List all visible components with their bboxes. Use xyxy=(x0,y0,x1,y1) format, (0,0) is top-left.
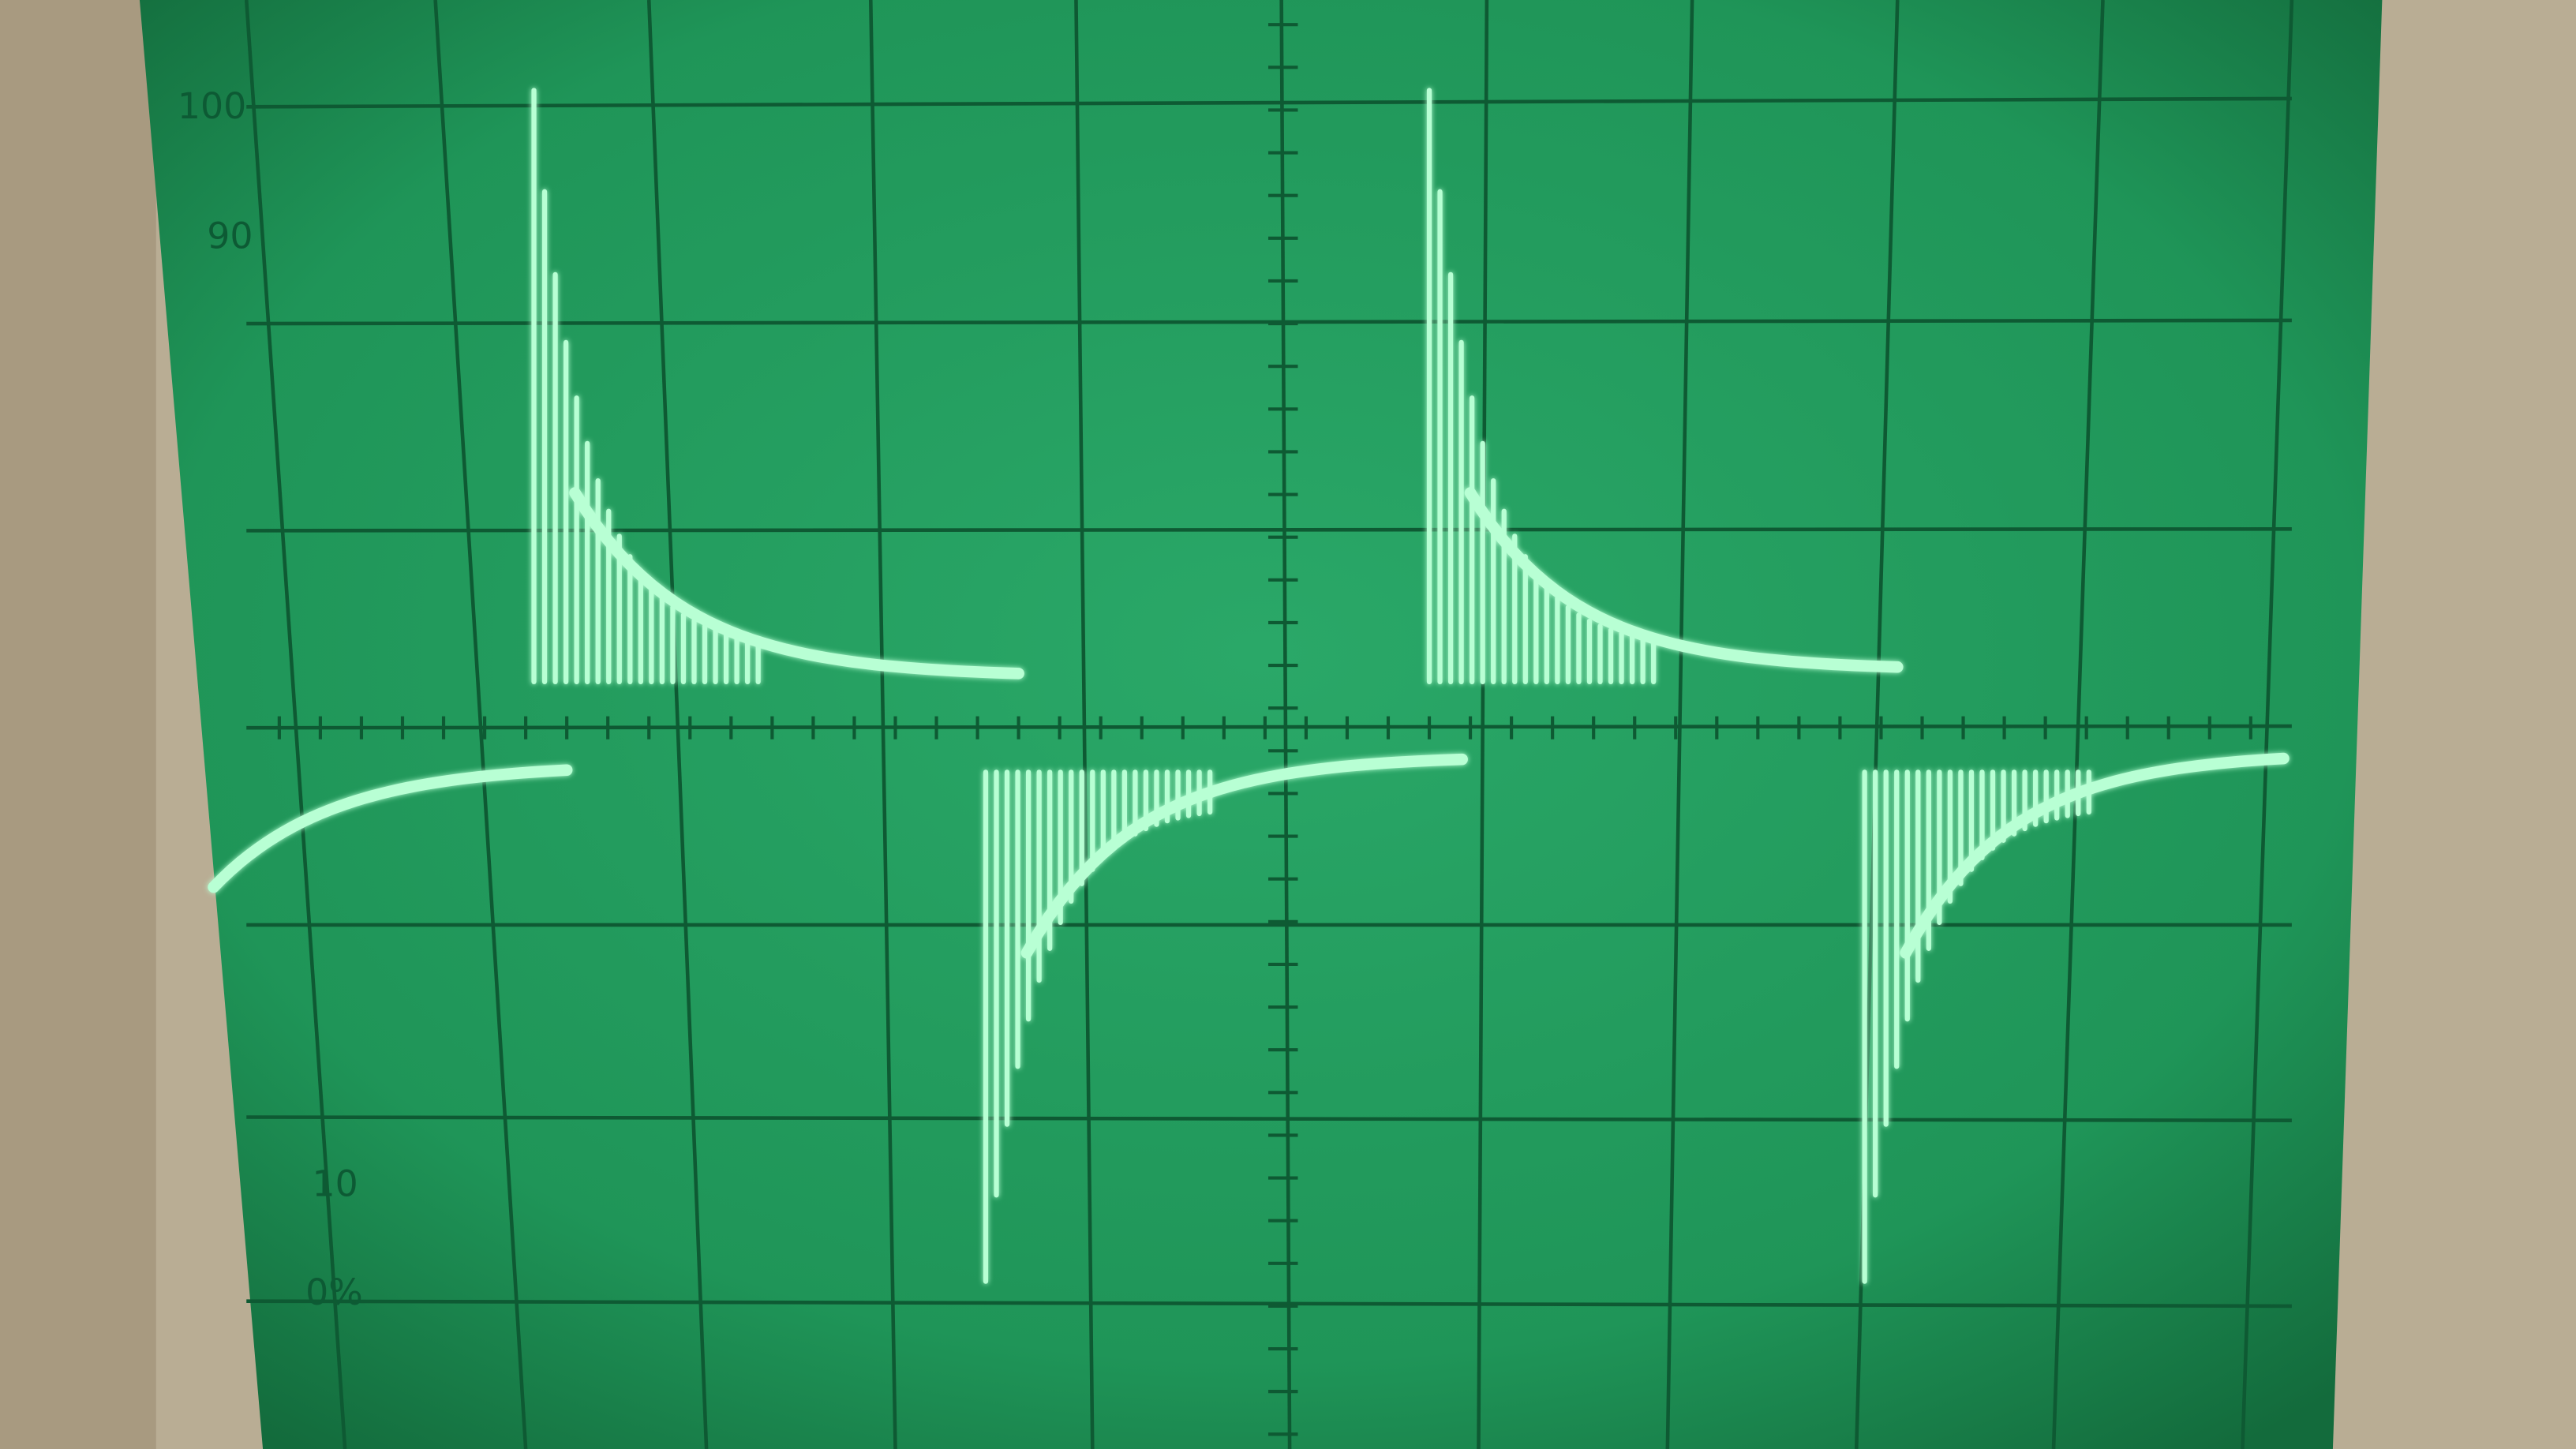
graticule-label: 10 xyxy=(313,1162,358,1204)
grid-line xyxy=(646,0,709,1449)
grid-line xyxy=(1665,0,1694,1449)
grid-line xyxy=(246,724,2292,730)
grid-line xyxy=(246,96,2292,109)
trace-line xyxy=(208,764,573,893)
grid-line xyxy=(2051,0,2105,1449)
graticule-label: 90 xyxy=(207,214,253,256)
trace-line xyxy=(1900,752,2290,959)
center-ticks xyxy=(277,23,2252,1436)
grid-line xyxy=(246,1115,2292,1122)
bezel-left xyxy=(0,0,156,1449)
screen xyxy=(139,0,2383,1449)
grid-line xyxy=(1279,0,1292,1449)
graticule-label: 100 xyxy=(178,84,246,127)
grid-line xyxy=(246,1299,2292,1309)
trace-line xyxy=(569,487,1024,680)
grid-line xyxy=(244,0,347,1449)
trace-line xyxy=(1020,753,1468,959)
grid-line xyxy=(433,0,528,1449)
graticule-label: 0% xyxy=(305,1271,363,1313)
trace-line xyxy=(1464,487,1904,673)
waveform-trace xyxy=(208,88,2290,1284)
grid-line xyxy=(1477,0,1489,1449)
grid-line xyxy=(1074,0,1095,1449)
grid-line xyxy=(868,0,897,1449)
